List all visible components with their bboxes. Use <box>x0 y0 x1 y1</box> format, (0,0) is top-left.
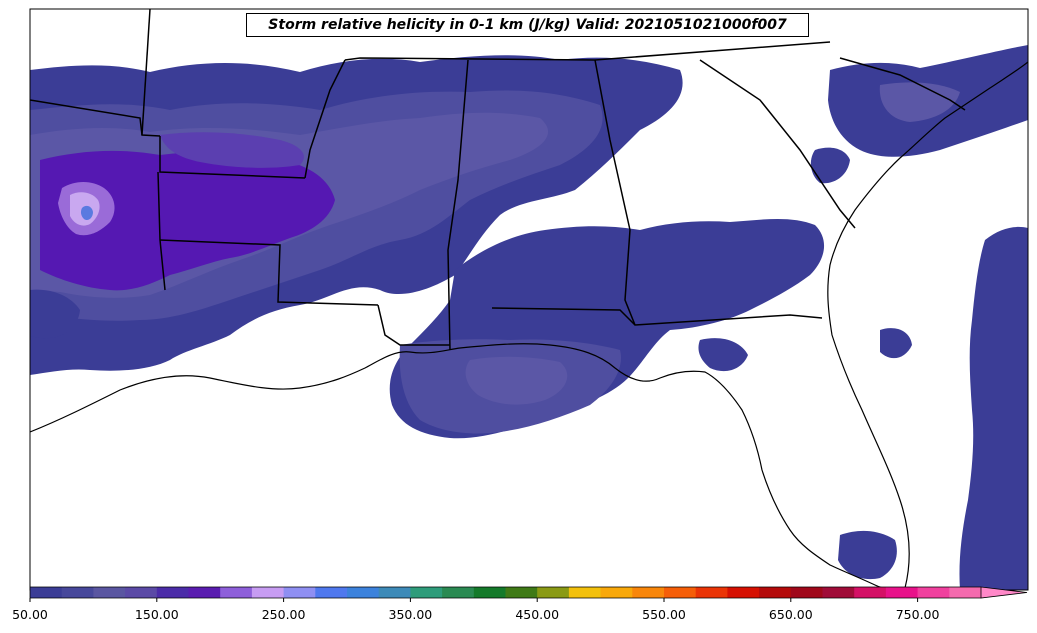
colorbar-segment <box>125 587 158 598</box>
colorbar-segment <box>378 587 411 598</box>
helicity-region-core-2 <box>160 132 304 168</box>
helicity-region-atlantic <box>959 226 1028 590</box>
colorbar-segment <box>442 587 475 598</box>
colorbar-segment <box>885 587 919 598</box>
helicity-region-florida <box>838 530 897 580</box>
colorbar-segment <box>664 587 697 598</box>
state-line-tn-north <box>344 41 831 61</box>
colorbar-segment <box>917 587 950 598</box>
state-line-ms-al <box>447 59 469 351</box>
state-line-nc-sc <box>839 57 966 111</box>
colorbar-tick-label: 150.00 <box>134 607 179 622</box>
colorbar-segment <box>695 587 728 598</box>
helicity-patch-1 <box>810 147 850 184</box>
colorbar-tick-label: 750.00 <box>895 607 940 622</box>
state-line-fl-north <box>491 307 823 326</box>
state-line-ms-la <box>377 304 450 346</box>
colorbar-segment <box>854 587 887 598</box>
state-line-ok-tx <box>30 99 161 137</box>
colorbar-tick-label: 450.00 <box>515 607 560 622</box>
colorbar-tick-label: 250.00 <box>261 607 306 622</box>
colorbar <box>29 586 1028 602</box>
colorbar-segment <box>790 587 823 598</box>
colorbar-segment <box>632 587 665 598</box>
map-title: Storm relative helicity in 0-1 km (J/kg)… <box>246 13 809 37</box>
colorbar-segment <box>283 587 316 598</box>
colorbar-segment <box>156 587 189 598</box>
colorbar-segment <box>30 587 63 598</box>
state-line-al-ga <box>594 59 636 326</box>
colorbar-segment <box>505 587 538 598</box>
colorbar-segment <box>188 587 221 598</box>
colorbar-outline <box>29 586 981 599</box>
colorbar-segment <box>220 587 253 598</box>
state-line-tx-ar <box>141 9 151 136</box>
colorbar-tick-label: 350.00 <box>388 607 433 622</box>
coastline <box>30 343 906 590</box>
helicity-patch-4 <box>30 289 80 339</box>
colorbar-tick-label: 550.00 <box>642 607 686 622</box>
colorbar-tick-label: 50.00 <box>12 607 48 622</box>
colorbar-segment <box>473 587 506 598</box>
boundaries <box>30 9 1028 590</box>
colorbar-segment <box>537 587 570 598</box>
state-line-ga-sc <box>699 59 856 229</box>
helicity-peak <box>80 205 93 221</box>
colorbar-segment <box>949 587 982 598</box>
colorbar-segment <box>727 587 760 598</box>
helicity-patch-3 <box>698 338 748 372</box>
colorbar-segment <box>568 587 602 598</box>
colorbar-segment <box>315 587 348 598</box>
helicity-region-gulf-2 <box>465 356 568 405</box>
colorbar-segment <box>410 587 443 598</box>
state-line-ar-north <box>159 136 306 179</box>
colorbar-segment <box>347 587 380 598</box>
state-line-la-south <box>159 239 379 306</box>
colorbar-segment <box>93 587 126 598</box>
colorbar-segment <box>251 587 285 598</box>
helicity-region-core <box>40 150 335 291</box>
colorbar-segment <box>822 587 855 598</box>
helicity-region-northeast-2 <box>879 82 960 122</box>
colorbar-segment <box>759 587 792 598</box>
colorbar-extend-arrow <box>980 586 1028 599</box>
state-line-ms-river <box>304 59 346 179</box>
colorbar-segment <box>61 587 94 598</box>
colorbar-segment <box>600 587 633 598</box>
helicity-patch-2 <box>880 328 912 359</box>
colorbar-tick-label: 650.00 <box>768 607 813 622</box>
